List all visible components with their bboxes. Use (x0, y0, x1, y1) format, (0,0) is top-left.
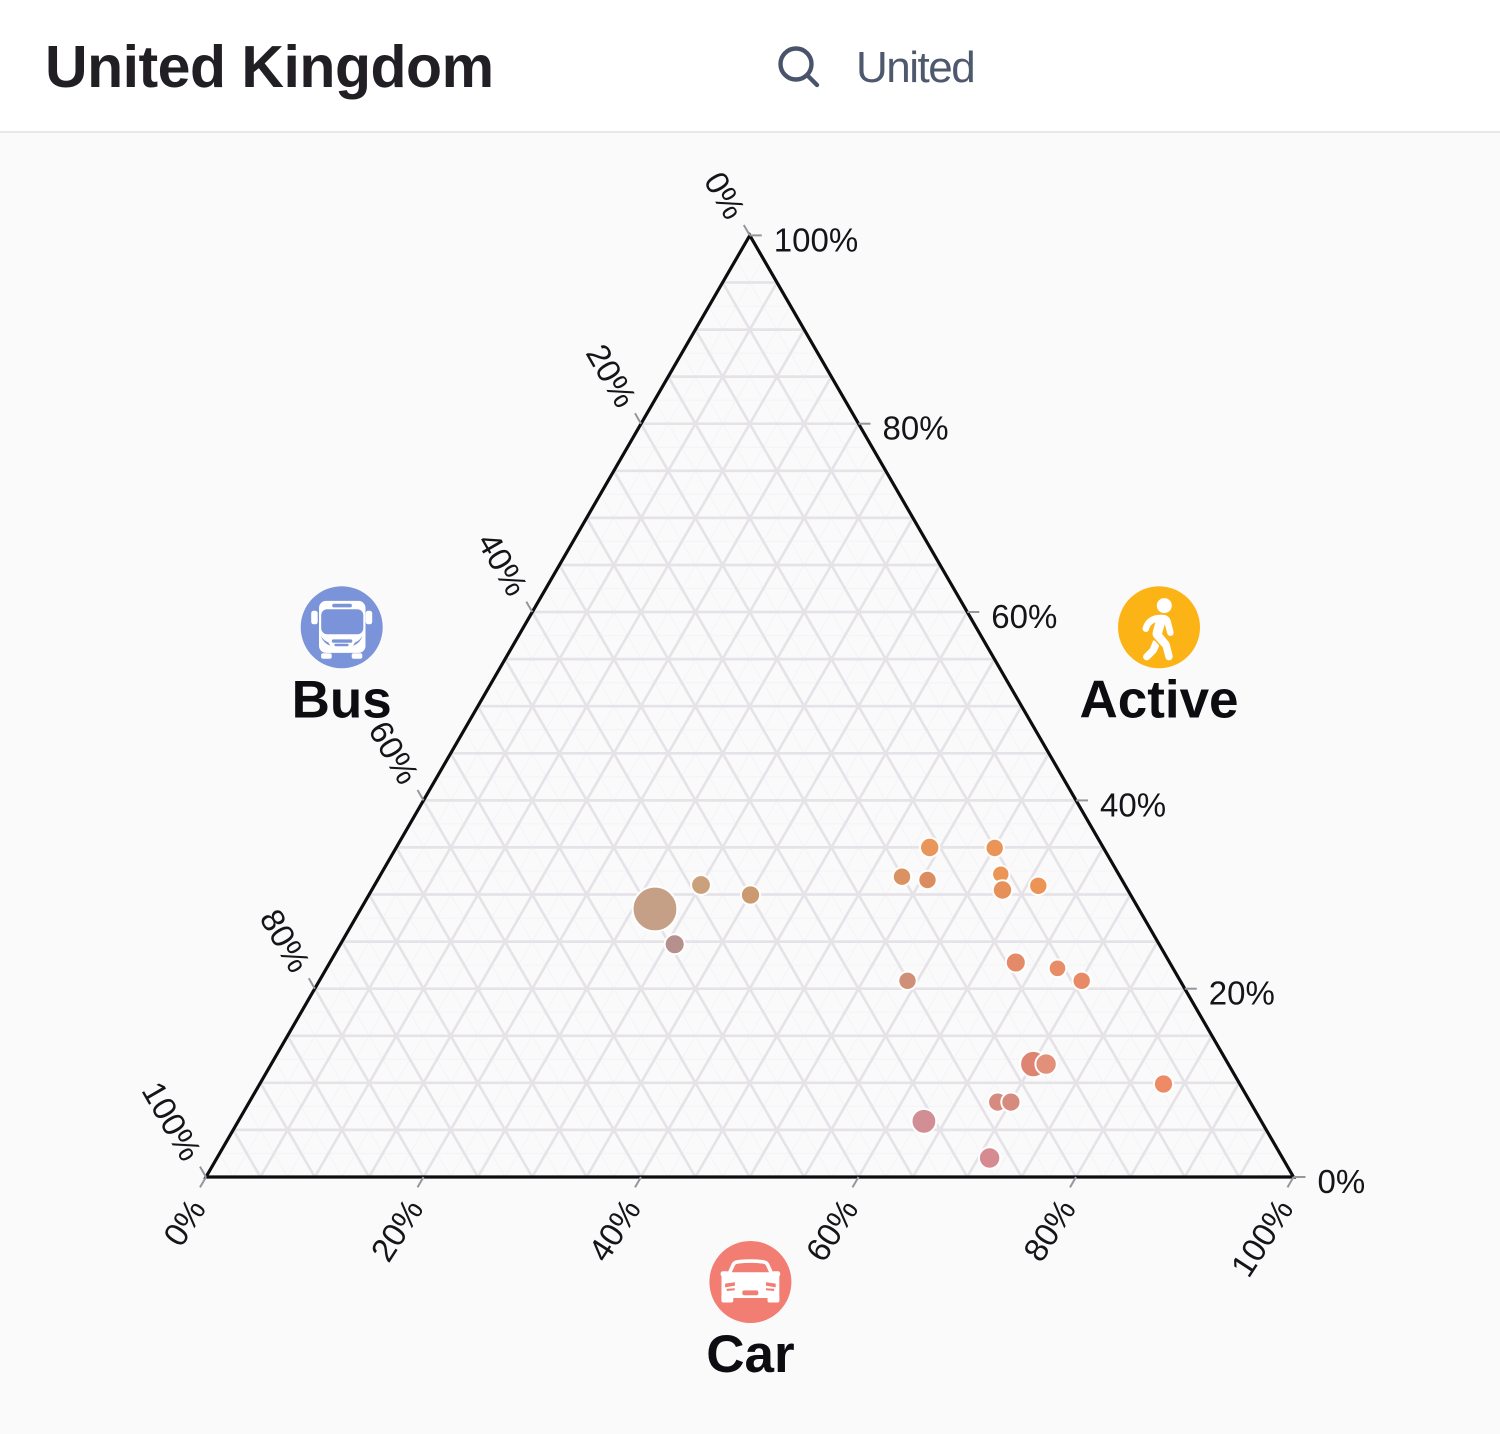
svg-text:100%: 100% (774, 221, 858, 258)
svg-text:60%: 60% (798, 1192, 865, 1268)
svg-text:80%: 80% (883, 410, 949, 447)
svg-text:100%: 100% (135, 1075, 209, 1167)
svg-text:Active: Active (1079, 671, 1238, 730)
svg-text:0%: 0% (156, 1192, 213, 1252)
svg-text:0%: 0% (1318, 1163, 1366, 1200)
svg-text:20%: 20% (579, 338, 644, 414)
svg-text:40%: 40% (581, 1192, 648, 1268)
svg-text:20%: 20% (1209, 975, 1275, 1012)
svg-text:40%: 40% (470, 526, 535, 602)
svg-text:0%: 0% (697, 165, 753, 225)
svg-text:40%: 40% (1100, 786, 1166, 823)
svg-text:100%: 100% (1223, 1192, 1300, 1283)
svg-text:80%: 80% (253, 903, 318, 979)
svg-text:20%: 20% (363, 1192, 430, 1268)
svg-text:60%: 60% (991, 598, 1057, 635)
svg-text:Car: Car (706, 1325, 794, 1384)
svg-text:80%: 80% (1016, 1192, 1083, 1268)
svg-text:Bus: Bus (292, 671, 392, 730)
